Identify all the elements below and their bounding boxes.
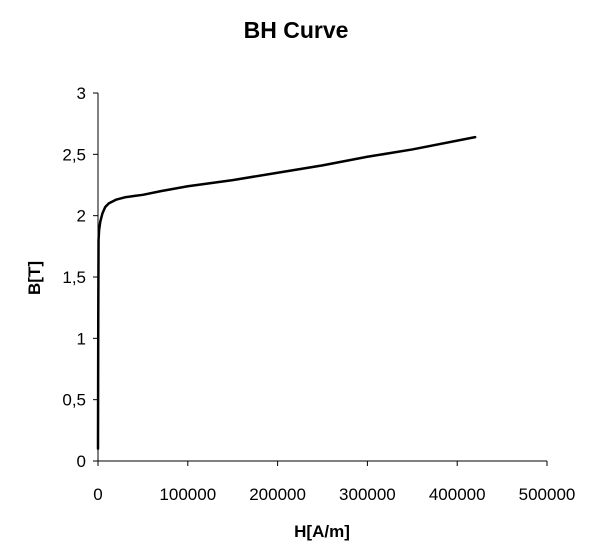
x-tick-label: 200000 <box>249 485 306 504</box>
y-tick-label: 3 <box>77 84 86 103</box>
x-axis-label: H[A/m] <box>294 522 350 541</box>
y-tick-label: 0 <box>77 452 86 471</box>
x-tick-label: 0 <box>93 485 102 504</box>
x-tick-label: 400000 <box>429 485 486 504</box>
y-tick-label: 2 <box>77 207 86 226</box>
x-axis-ticks: 0 100000 200000 300000 400000 500000 <box>93 461 575 504</box>
x-tick-label: 300000 <box>339 485 396 504</box>
y-tick-label: 1 <box>77 329 86 348</box>
x-tick-label: 100000 <box>159 485 216 504</box>
bh-curve-line <box>96 135 477 450</box>
y-tick-label: 2,5 <box>62 145 86 164</box>
y-tick-label: 1,5 <box>62 268 86 287</box>
x-tick-label: 500000 <box>519 485 576 504</box>
y-axis-ticks: 0 0,5 1 1,5 2 2,5 3 <box>62 84 98 471</box>
y-tick-label: 0,5 <box>62 391 86 410</box>
y-axis-label: B[T] <box>25 261 44 295</box>
chart-title: BH Curve <box>244 17 349 43</box>
